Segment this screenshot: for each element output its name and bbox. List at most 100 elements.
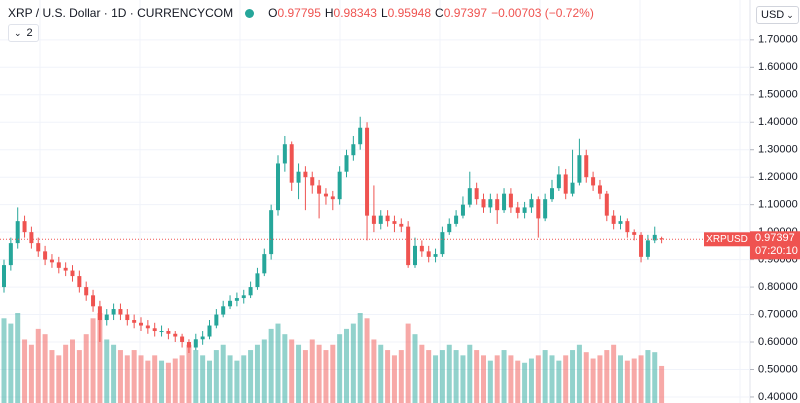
volume-bar [522,362,528,403]
candle-body [358,127,363,145]
volume-bar [63,344,69,403]
volume-bar [248,350,254,403]
candle-body [337,171,342,200]
candle-body [515,207,520,213]
volume-bar [357,313,363,403]
candle-body [186,342,191,348]
indicator-toggle[interactable]: ⌄ 2 [8,24,39,42]
currency-select[interactable]: USD ⌄ [756,6,799,24]
y-tick-label: 0.70000 [758,308,798,320]
candle-body [152,328,157,332]
volume-bar [570,350,576,403]
y-tick-label: 1.10000 [758,199,798,211]
volume-bar [8,323,14,403]
candle-body [495,199,500,211]
candle-body [310,177,315,186]
y-tick-label: 0.50000 [758,363,798,375]
volume-bar [296,344,302,403]
volume-bar [528,358,534,403]
volume-bar [378,344,384,403]
volume-bar [624,360,630,403]
candle-body [269,210,274,255]
candle-body [49,259,54,263]
volume-bar [97,313,103,403]
candle-body [234,298,239,301]
candle-body [652,234,657,241]
candle-body [659,238,664,240]
candle-body [597,185,602,194]
candle-body [166,331,171,334]
candle-body [604,193,609,216]
candle-body [296,171,301,183]
candle-body [56,262,61,268]
candle-body [77,276,82,288]
volume-bar [590,358,596,403]
chevron-icon: ⌄ [786,9,794,20]
candle-body [139,322,143,326]
candle-body [488,199,493,208]
candle-body [447,223,452,233]
candle-body [385,215,390,222]
candle-body [543,199,548,219]
indicator-count: 2 [26,27,33,39]
candle-body [303,171,308,178]
candle-body [193,339,198,348]
volume-bar [481,355,486,403]
candle-body [84,287,89,296]
volume-bar [193,350,199,403]
candle-body [419,245,424,252]
candle-body [15,221,20,244]
volume-bar [487,360,493,403]
y-tick-label: 1.50000 [758,89,798,101]
y-tick-label: 1.30000 [758,144,798,156]
ohlc-label: L [380,6,388,20]
candle-body [467,188,472,205]
candle-body [406,226,411,266]
volume-bar [494,355,500,403]
volume-bar [302,350,308,403]
volume-bar [117,350,123,403]
volume-bar [159,360,165,403]
candle-body [145,325,150,329]
candle-body [371,215,376,224]
candle-body [433,254,438,257]
volume-bar [426,350,432,403]
volume-bar [618,355,623,403]
candle-body [639,234,644,257]
volume-bar [200,355,206,403]
candle-body [276,163,280,211]
candle-body [180,336,185,343]
price-value: 0.97397 [755,232,795,244]
candle-body [454,215,459,224]
candle-body [392,221,397,224]
volume-bar [419,344,425,403]
candle-body [632,232,637,235]
candle-body [29,232,34,244]
candle-body [255,273,260,288]
candle-body [36,243,41,252]
candle-body [248,287,253,296]
chevron-icon: ⌄ [14,27,22,38]
volume-bar [49,350,55,403]
volume-bar [152,355,158,403]
ohlc-value: 0.97795 [277,6,321,20]
candle-body [550,188,554,200]
symbol-title: XRP / U.S. Dollar · 1D · CURRENCYCOM [8,6,234,20]
candle-body [228,300,233,307]
volume-bar [1,318,7,403]
candle-body [97,306,102,321]
candle-body [173,333,178,337]
ohlc-value: 0.97397 [443,6,488,20]
volume-bar [35,328,41,403]
volume-bar [111,344,117,403]
candle-body [460,204,465,216]
volume-bar [391,355,397,403]
volume-bar [652,352,658,403]
volume-bar [261,339,267,403]
volume-bar [76,350,82,403]
ohlc-label: H [324,6,334,20]
ohlc-label: C [435,6,444,20]
volume-bar [42,334,48,403]
volume-bar [583,352,589,403]
